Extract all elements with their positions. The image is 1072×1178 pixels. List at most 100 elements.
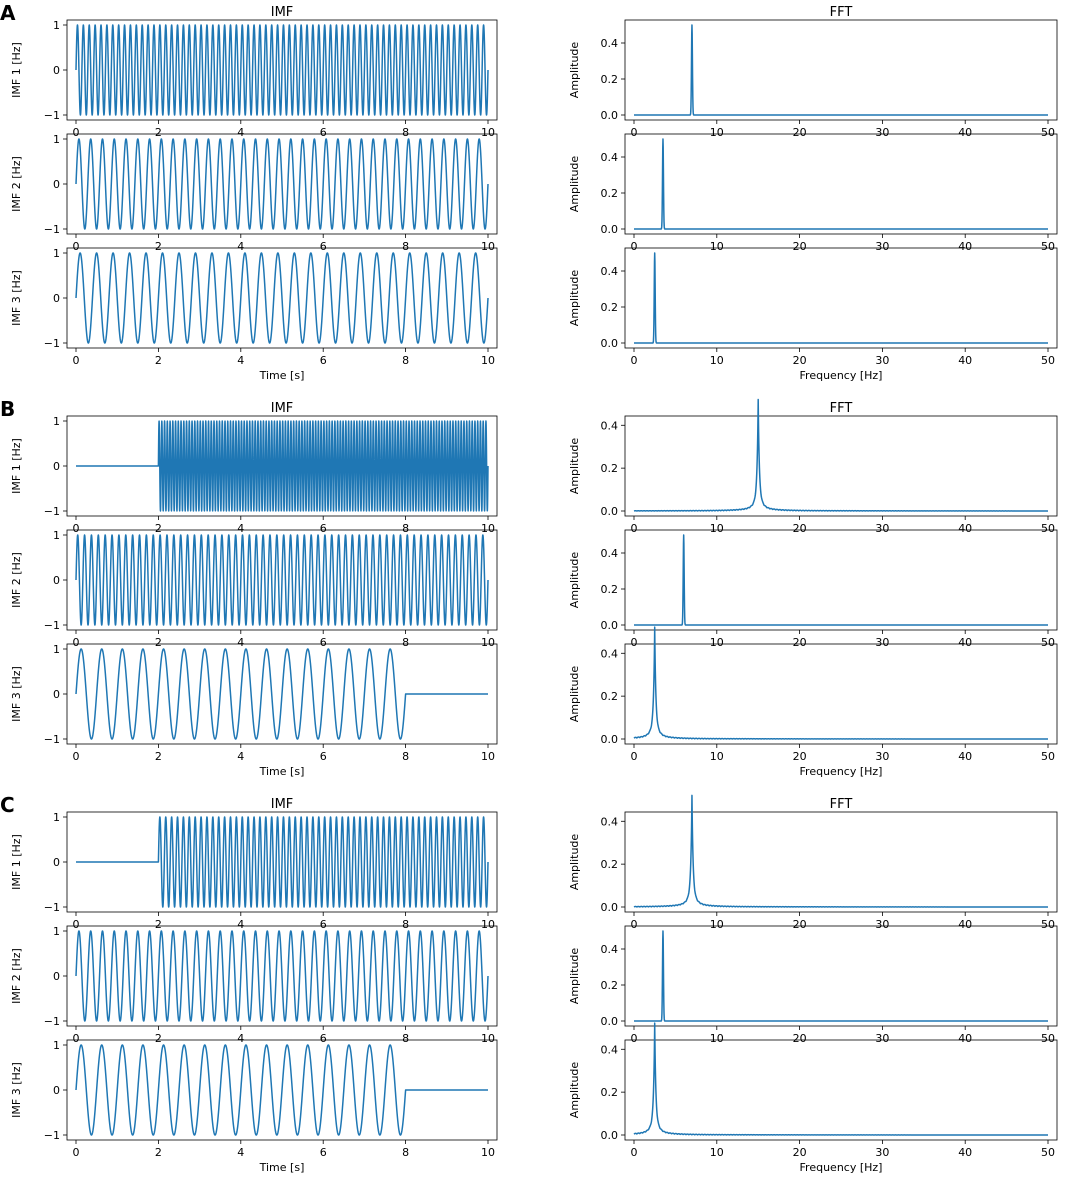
panel-label: B [0,397,15,421]
x-tick-label: 0 [73,354,80,367]
freq-xlabel: Frequency [Hz] [800,1161,883,1174]
axes-frame [624,247,1058,349]
axes-frame [624,529,1058,631]
imf-ylabel: IMF 3 [Hz] [10,1062,23,1118]
imf-signal-line [75,138,489,230]
fft-spectrum-line [633,794,1049,908]
fft-spectrum-line [633,626,1049,740]
fft-title: FFT [830,797,853,812]
y-tick-label: 0.2 [601,301,619,314]
y-tick-label: 0.0 [601,733,619,746]
x-tick-label: 30 [875,126,889,139]
y-tick-label: 1 [53,133,60,146]
x-tick-label: 2 [155,126,162,139]
time-xlabel: Time [s] [259,369,305,382]
x-tick-label: 2 [155,636,162,649]
y-tick-label: 0.4 [601,265,619,278]
fft-axes-2: 0.4 0.2 0.0 Amplitude 0 10 20 30 40 50 [568,133,1058,253]
x-tick-label: 0 [73,522,80,535]
imf-signal-line [75,816,489,908]
x-tick-label: 0 [73,1032,80,1045]
y-tick-label: 0.2 [601,858,619,871]
axes-frame [624,925,1058,1027]
y-tick-label: 0.0 [601,505,619,518]
y-tick-label: −1 [44,901,60,914]
imf-signal-line [75,24,489,116]
y-tick-label: 0.4 [601,37,619,50]
y-tick-label: −1 [44,505,60,518]
x-tick-label: 4 [237,1032,244,1045]
y-tick-label: 0.2 [601,583,619,596]
freq-xlabel: Frequency [Hz] [800,765,883,778]
x-tick-label: 20 [793,1146,807,1159]
imf-ylabel: IMF 2 [Hz] [10,552,23,608]
y-tick-label: 0.2 [601,690,619,703]
x-tick-label: 10 [710,126,724,139]
x-tick-label: 8 [402,636,409,649]
x-tick-label: 30 [875,240,889,253]
x-tick-label: 50 [1041,240,1055,253]
imf-title: IMF [271,401,294,416]
imf-ylabel: IMF 1 [Hz] [10,42,23,98]
y-tick-label: 0.2 [601,187,619,200]
imf-signal-line [75,420,489,512]
imf-signal-line [75,252,489,344]
fft-axes-1: 0.4 0.2 0.0 Amplitude 0 10 20 30 40 50 [568,19,1058,139]
x-tick-label: 8 [402,126,409,139]
x-tick-label: 6 [320,354,327,367]
y-tick-label: −1 [44,223,60,236]
x-tick-label: 50 [1041,918,1055,931]
x-tick-label: 30 [875,354,889,367]
x-tick-label: 4 [237,636,244,649]
y-tick-label: 0.4 [601,943,619,956]
x-tick-label: 50 [1041,636,1055,649]
x-tick-label: 8 [402,354,409,367]
x-tick-label: 2 [155,354,162,367]
freq-xlabel: Frequency [Hz] [800,369,883,382]
fft-ylabel: Amplitude [568,1062,581,1119]
x-tick-label: 0 [631,240,638,253]
y-tick-label: 0.0 [601,109,619,122]
x-tick-label: 6 [320,126,327,139]
x-tick-label: 50 [1041,522,1055,535]
y-tick-label: 0.0 [601,223,619,236]
fft-axes-3: 0.4 0.2 0.0 Amplitude 0 10 20 30 40 50 Frequency [… [568,626,1058,778]
y-tick-label: 0.4 [601,1043,619,1056]
imf-ylabel: IMF 1 [Hz] [10,438,23,494]
x-tick-label: 8 [402,522,409,535]
y-tick-label: 0 [53,292,60,305]
panel-label: C [0,793,15,817]
panel-label: A [0,1,16,25]
x-tick-label: 50 [1041,1146,1055,1159]
x-tick-label: 50 [1041,354,1055,367]
y-tick-label: 0.4 [601,647,619,660]
y-tick-label: 0.0 [601,619,619,632]
x-tick-label: 50 [1041,1032,1055,1045]
x-tick-label: 6 [320,918,327,931]
imf-signal-line [75,534,489,626]
y-tick-label: 0.0 [601,901,619,914]
x-tick-label: 30 [875,918,889,931]
x-tick-label: 4 [237,522,244,535]
fft-ylabel: Amplitude [568,834,581,891]
imf-ylabel: IMF 2 [Hz] [10,948,23,1004]
x-tick-label: 10 [710,240,724,253]
imf-signal-line [75,648,489,740]
x-tick-label: 4 [237,750,244,763]
y-tick-label: 0.4 [601,547,619,560]
imf-signal-line [75,930,489,1022]
fft-spectrum-line [633,930,1049,1022]
imf-title: IMF [271,797,294,812]
y-tick-label: 1 [53,247,60,260]
x-tick-label: 8 [402,1032,409,1045]
x-tick-label: 4 [237,126,244,139]
fft-ylabel: Amplitude [568,156,581,213]
y-tick-label: 0.4 [601,815,619,828]
y-tick-label: 1 [53,643,60,656]
